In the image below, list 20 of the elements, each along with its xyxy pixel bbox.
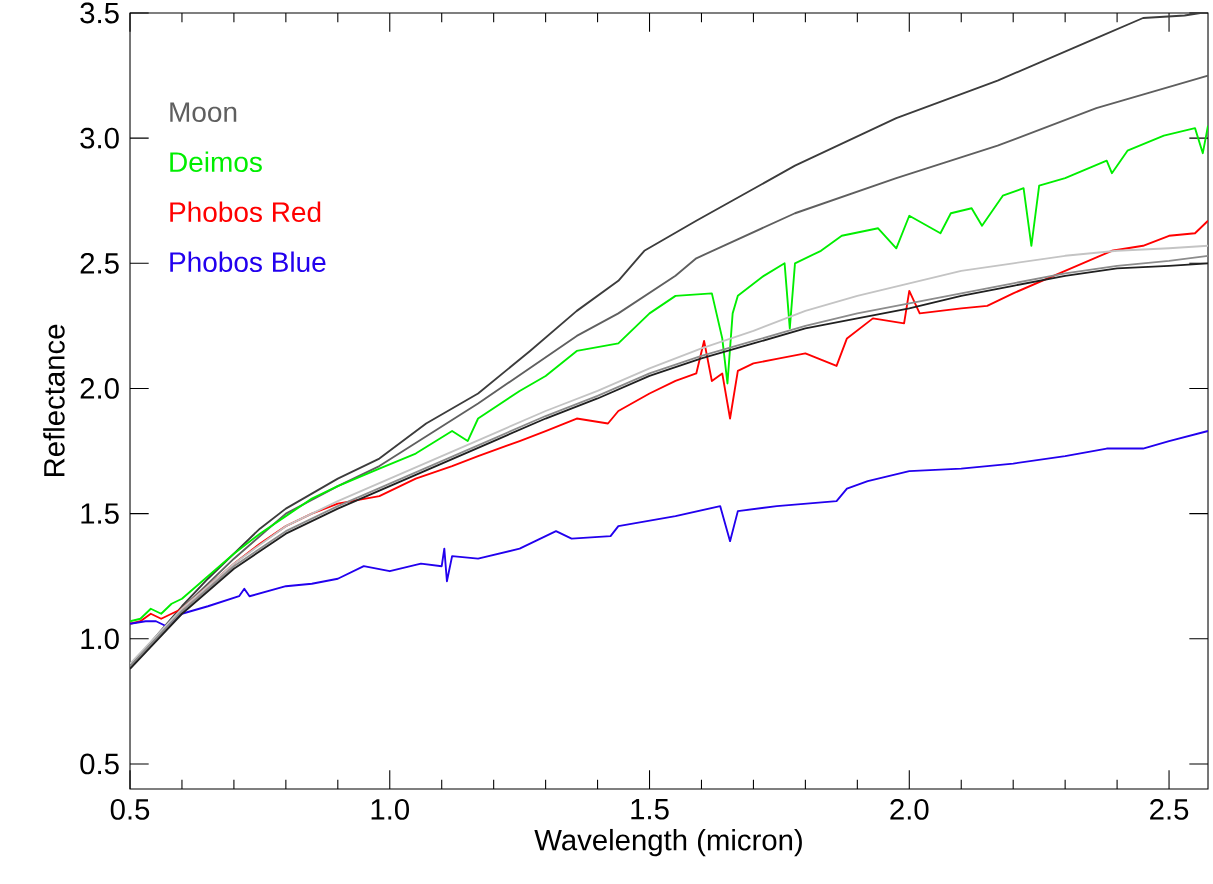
x-axis-title: Wavelength (micron) — [534, 828, 802, 857]
text: Moon — [170, 102, 237, 123]
text: Phobos Red — [170, 201, 321, 223]
y-axis-title: Reflectance — [43, 324, 65, 477]
line-series — [130, 430, 1209, 628]
y-tick-label: 1.5 — [81, 503, 119, 524]
text: Phobos Blue — [170, 251, 326, 273]
x-tick-label: 2.0 — [890, 799, 929, 820]
line-series — [130, 124, 1209, 623]
text: Deimos — [170, 151, 262, 173]
y-tick-label: 3.0 — [80, 127, 119, 149]
y-tick-label: 1.0 — [81, 628, 119, 650]
y-tick-label: 0.5 — [80, 753, 119, 775]
x-tick-label: 2.5 — [1150, 799, 1189, 820]
y-tick-label: 2.5 — [80, 252, 119, 274]
x-tick-label: 0.5 — [110, 799, 150, 820]
x-tick-label: 1.0 — [371, 799, 409, 820]
y-tick-label: 3.5 — [80, 2, 119, 24]
y-tick-label: 2.0 — [80, 378, 119, 399]
x-tick-label: 1.5 — [631, 799, 669, 820]
